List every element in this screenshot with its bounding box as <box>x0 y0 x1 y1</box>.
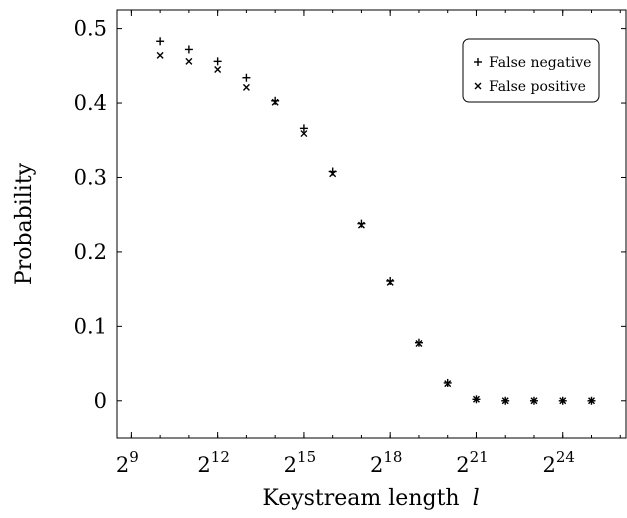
false-positive-point <box>587 397 595 405</box>
false-negative-point <box>156 37 165 46</box>
cross-marker-b <box>156 51 164 59</box>
false-positive-point <box>530 397 538 405</box>
x-axis-title: Keystream length l <box>262 486 479 511</box>
cross-marker-b <box>559 397 567 405</box>
false-positive-point <box>242 83 250 91</box>
x-tick-base: 2 <box>370 453 383 477</box>
legend-label: False positive <box>489 79 586 95</box>
cross-marker-b <box>587 397 595 405</box>
x-tick-exponent: 21 <box>470 448 489 466</box>
x-tick-exponent: 24 <box>556 448 575 466</box>
x-tick-label: 218 <box>370 448 402 477</box>
x-tick-base: 2 <box>197 453 210 477</box>
y-axis-title: Probability <box>12 162 37 285</box>
false-negative-point <box>357 219 366 228</box>
x-axis-title-variable: l <box>473 486 480 511</box>
legend-marker-plus <box>474 58 482 66</box>
cross-marker-b <box>472 395 480 403</box>
legend-box <box>462 38 600 103</box>
x-tick-exponent: 9 <box>129 448 139 466</box>
false-positive-point <box>472 395 480 403</box>
false-positive-point <box>185 57 193 65</box>
x-tick-label: 221 <box>456 448 488 477</box>
cross-marker-b <box>329 170 337 178</box>
cross-marker-b <box>444 380 452 388</box>
legend: False negative False positive <box>462 38 600 103</box>
x-tick-exponent: 15 <box>297 448 316 466</box>
y-tick-label: 0.5 <box>74 17 107 41</box>
false-positive-point <box>300 130 308 138</box>
x-tick-exponent: 18 <box>383 448 402 466</box>
x-tick-label: 212 <box>197 448 229 477</box>
y-tick-label: 0 <box>94 389 107 413</box>
x-axis: 29 212 215 218 221 224 <box>116 10 621 477</box>
false-negative-point <box>242 73 251 82</box>
y-tick-label: 0.3 <box>74 165 107 189</box>
cross-marker-b <box>501 397 509 405</box>
false-positive-point <box>386 278 394 286</box>
cross-marker-b <box>300 130 308 138</box>
false-positive-point <box>214 66 222 74</box>
x-tick-label: 29 <box>116 448 139 477</box>
x-tick-base: 2 <box>456 453 469 477</box>
cross-marker-b <box>271 98 279 106</box>
false-negative-point <box>299 124 308 133</box>
x-tick-exponent: 12 <box>211 448 230 466</box>
false-negative-point <box>271 96 280 105</box>
cross-marker-b <box>530 397 538 405</box>
x-tick-base: 2 <box>116 453 129 477</box>
cross-marker-b <box>386 278 394 286</box>
y-axis: 0 0.1 0.2 0.3 0.4 0.5 <box>74 17 626 413</box>
false-positive-point <box>329 170 337 178</box>
cross-marker-b <box>214 66 222 74</box>
false-positive-point <box>357 221 365 229</box>
y-tick-label: 0.1 <box>74 314 107 338</box>
false-positive-point <box>559 397 567 405</box>
x-tick-label: 215 <box>284 448 316 477</box>
false-positive-point <box>415 339 423 347</box>
x-tick-base: 2 <box>284 453 297 477</box>
x-tick-base: 2 <box>543 453 556 477</box>
legend-marker-cross <box>474 82 482 90</box>
series-cross <box>156 51 595 405</box>
false-positive-point <box>156 51 164 59</box>
legend-label: False negative <box>489 55 591 71</box>
cross-marker-b <box>185 57 193 65</box>
false-negative-point <box>184 45 193 54</box>
x-tick-label: 224 <box>543 448 575 477</box>
data-markers <box>156 37 596 405</box>
false-negative-point <box>386 276 395 285</box>
false-positive-point <box>501 397 509 405</box>
false-positive-point <box>271 98 279 106</box>
cross-marker-b <box>357 221 365 229</box>
false-positive-point <box>444 380 452 388</box>
false-negative-point <box>213 57 222 66</box>
x-axis-title-text: Keystream length <box>262 486 459 511</box>
y-tick-label: 0.2 <box>74 240 107 264</box>
cross-marker-b <box>474 82 482 90</box>
cross-marker-b <box>242 83 250 91</box>
y-tick-label: 0.4 <box>74 91 107 115</box>
plot-frame <box>116 9 627 439</box>
cross-marker-b <box>415 339 423 347</box>
